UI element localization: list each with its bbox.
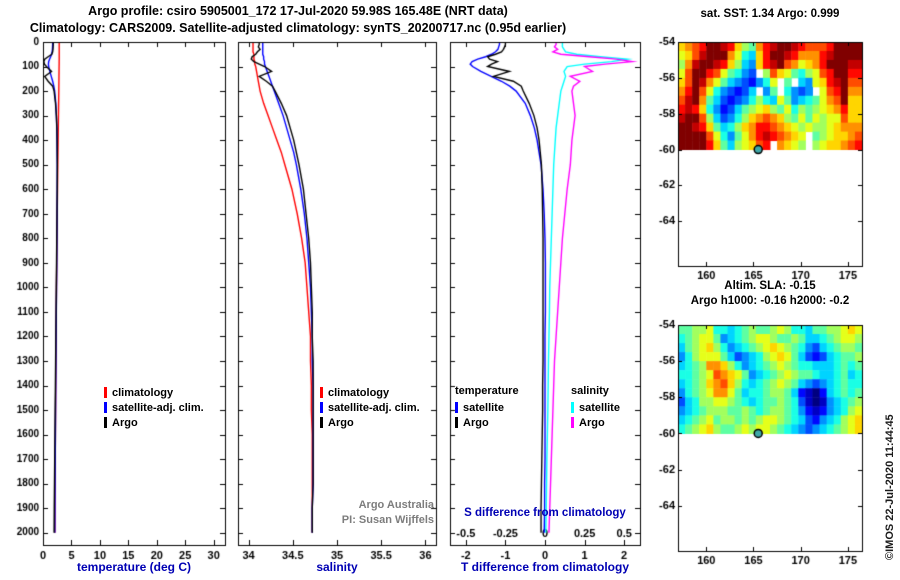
legend-column-header-temperature: temperature (455, 385, 519, 397)
legend-label: Argo (328, 416, 354, 429)
legend-label: satellite (463, 401, 504, 414)
imos-watermark: ©IMOS 22-Jul-2020 11:44:45 (884, 414, 896, 560)
t-satellite-line-marker (455, 402, 458, 413)
credit-argo-australia: Argo Australia (358, 499, 434, 511)
salinity-profile-panel (238, 42, 436, 545)
legend-label: satellite (579, 401, 620, 414)
legend-label: climatology (328, 386, 390, 399)
argo-line-marker (104, 417, 107, 428)
sla-map-title: Altim. SLA: -0.15 (724, 280, 816, 292)
argo-line-marker (320, 417, 323, 428)
page-subtitle: Climatology: CARS2009. Satellite-adjuste… (29, 21, 567, 35)
legend-item: satellite (455, 400, 519, 415)
difference-profile-panel (450, 42, 640, 545)
legend-label: satellite-adj. clim. (112, 401, 204, 414)
s-argo-line-marker (571, 417, 574, 428)
legend-item: climatology (320, 385, 420, 400)
sla-map-subtitle: Argo h1000: -0.16 h2000: -0.2 (690, 295, 850, 307)
satellite-adj-line-marker (104, 402, 107, 413)
sla-map (678, 325, 862, 551)
climatology-line-marker (320, 387, 323, 398)
sst-map-title: sat. SST: 1.34 Argo: 0.999 (700, 8, 840, 20)
float-position-marker-sla (754, 429, 763, 438)
t-argo-line-marker (455, 417, 458, 428)
sst-map (678, 42, 862, 266)
credit-pi: PI: Susan Wijffels (341, 514, 434, 526)
legend-item: Argo (104, 415, 204, 430)
s-difference-axis-label: S difference from climatology (464, 507, 626, 519)
legend-item: climatology (104, 385, 204, 400)
difference-temperature-legend: temperature satellite Argo (455, 385, 519, 430)
legend-column-header-salinity: salinity (571, 385, 609, 397)
s-satellite-line-marker (571, 402, 574, 413)
salinity-legend: climatology satellite-adj. clim. Argo (320, 385, 420, 430)
float-position-marker-sst (754, 145, 763, 154)
satellite-adj-line-marker (320, 402, 323, 413)
legend-item: Argo (320, 415, 420, 430)
legend-item: Argo (571, 415, 620, 430)
legend-label: Argo (463, 416, 489, 429)
temperature-profile-panel (43, 42, 225, 545)
legend-item: Argo (455, 415, 519, 430)
salinity-axis-label: salinity (316, 560, 358, 574)
difference-salinity-legend: salinity satellite Argo (571, 385, 620, 430)
legend-item: satellite (571, 400, 620, 415)
temperature-legend: climatology satellite-adj. clim. Argo (104, 385, 204, 430)
page-title: Argo profile: csiro 5905001_172 17-Jul-2… (88, 4, 508, 18)
t-difference-axis-label: T difference from climatology (460, 560, 630, 574)
legend-label: Argo (579, 416, 605, 429)
legend-label: climatology (112, 386, 174, 399)
legend-label: Argo (112, 416, 138, 429)
legend-item: satellite-adj. clim. (104, 400, 204, 415)
legend-label: satellite-adj. clim. (328, 401, 420, 414)
legend-item: satellite-adj. clim. (320, 400, 420, 415)
climatology-line-marker (104, 387, 107, 398)
temperature-axis-label: temperature (deg C) (76, 560, 192, 574)
